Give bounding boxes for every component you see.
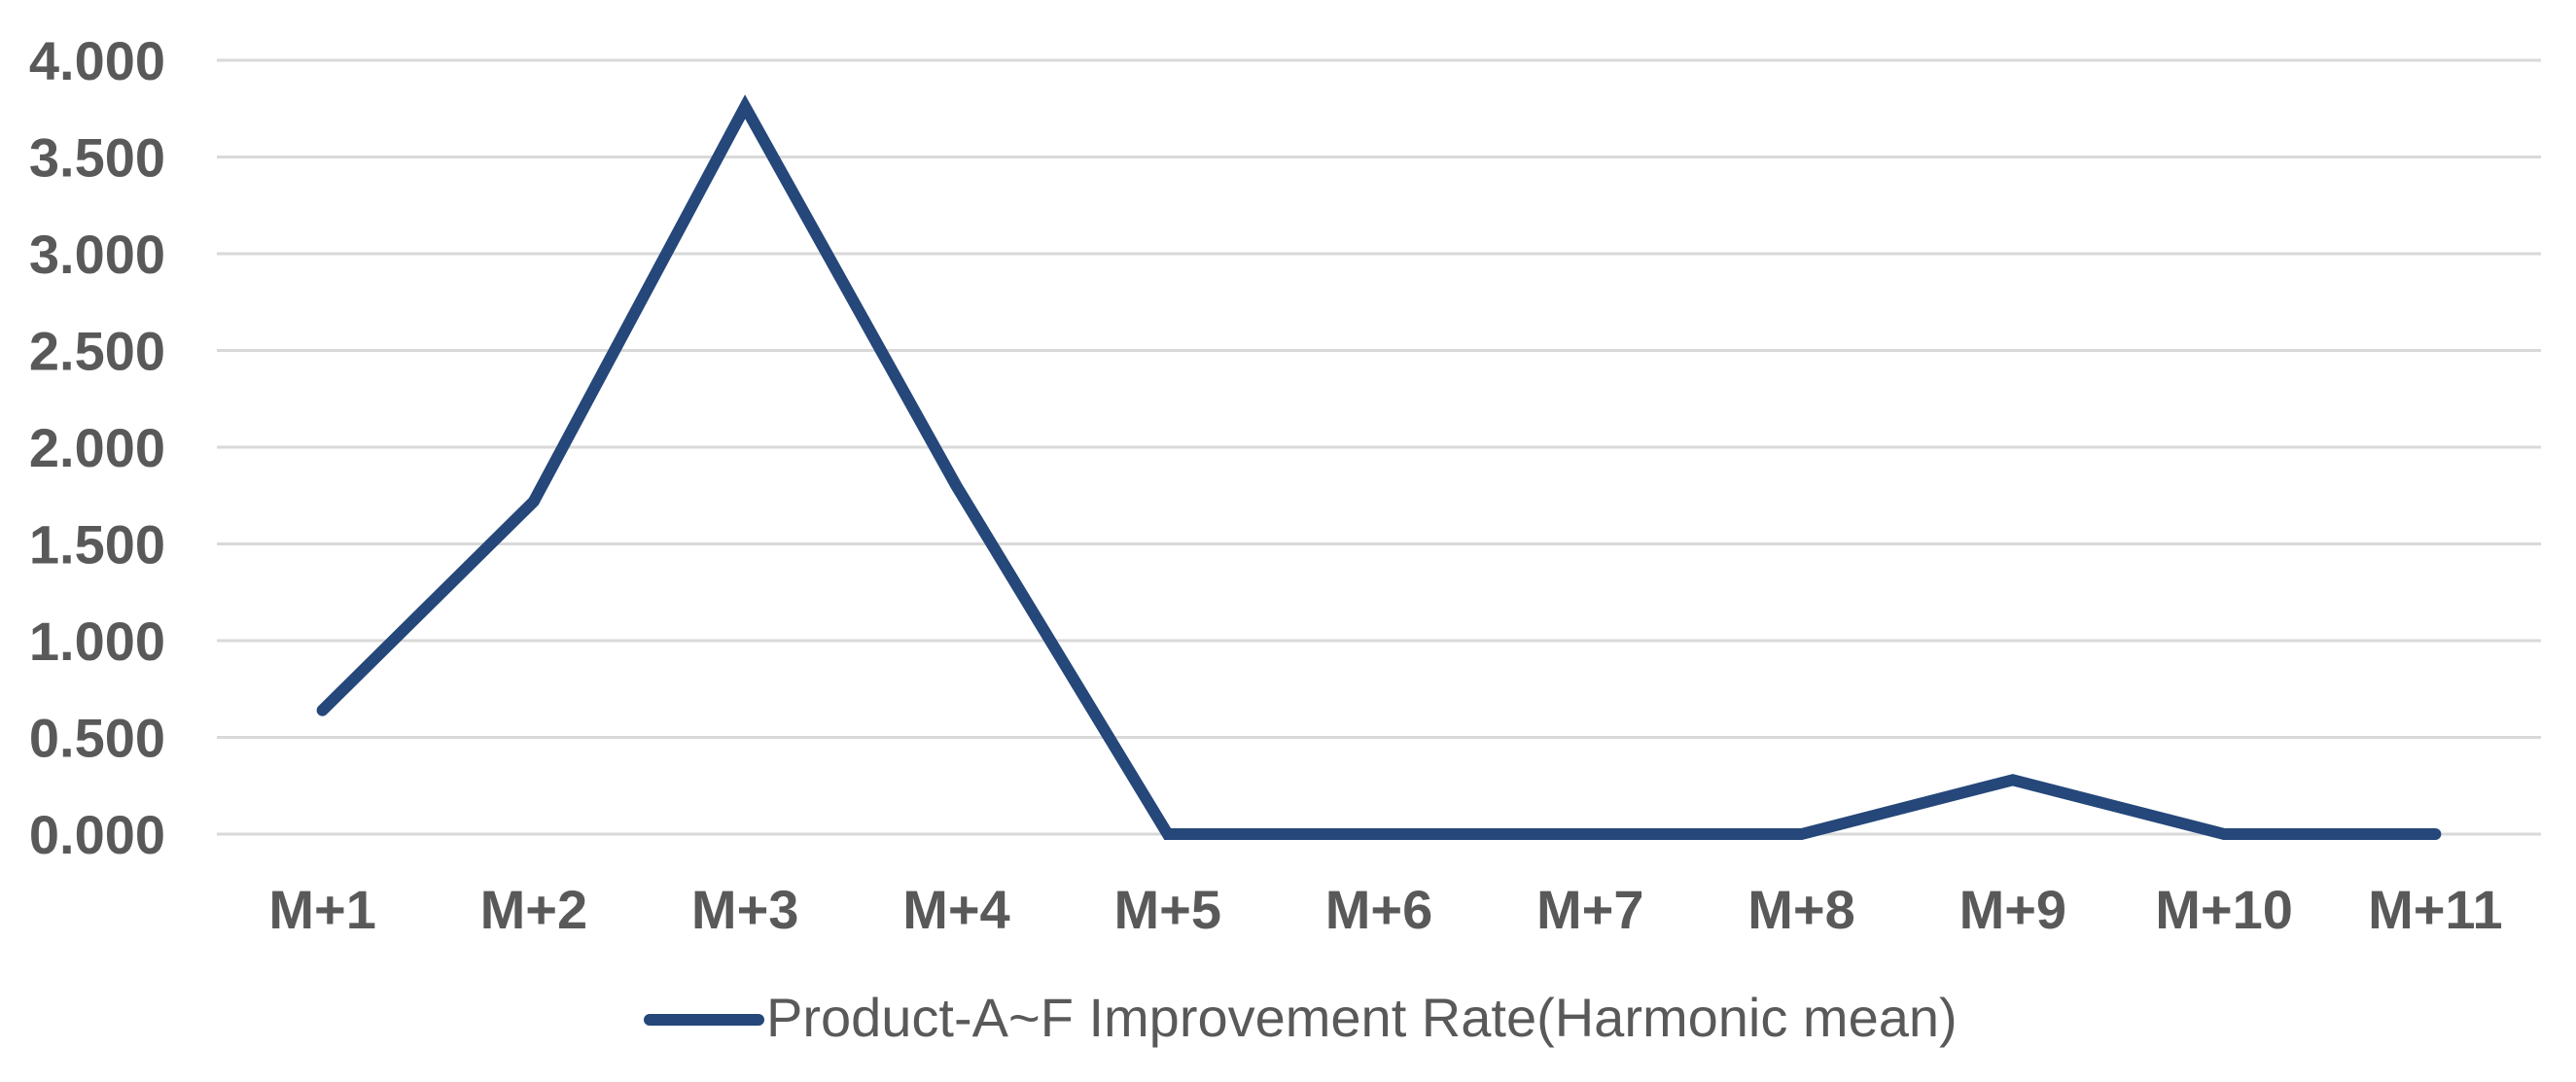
legend-label: Product-A~F Improvement Rate(Harmonic me… — [766, 987, 1958, 1048]
y-axis-tick-label: 1.500 — [29, 514, 165, 576]
y-axis-tick-label: 2.000 — [29, 417, 165, 478]
y-axis-tick-label: 4.000 — [29, 30, 165, 91]
y-axis-tick-label: 0.500 — [29, 708, 165, 769]
x-axis-tick-label: M+1 — [268, 879, 376, 940]
x-axis-tick-label: M+3 — [691, 879, 799, 940]
x-axis-tick-label: M+9 — [1959, 879, 2067, 940]
y-axis-tick-label: 1.000 — [29, 611, 165, 672]
x-axis-tick-label: M+11 — [2368, 879, 2503, 940]
x-axis-tick-label: M+6 — [1325, 879, 1433, 940]
y-axis-tick-labels-group: 4.000 3.500 3.000 2.500 2.000 1.500 1.000 0.500… — [29, 30, 165, 865]
x-axis-tick-labels-group: M+1 M+2 M+3 M+4 M+5 M+6 M+7 M+8 M+9 M+10 M+11 — [268, 879, 2502, 940]
x-axis-tick-label: M+4 — [902, 879, 1010, 940]
x-axis-tick-label: M+2 — [480, 879, 588, 940]
y-axis-tick-label: 3.000 — [29, 224, 165, 285]
series-line — [316, 94, 2442, 840]
x-axis-tick-label: M+7 — [1536, 879, 1644, 940]
x-axis-tick-label: M+5 — [1113, 879, 1221, 940]
x-axis-tick-label: M+8 — [1747, 879, 1855, 940]
y-axis-tick-label: 2.500 — [29, 321, 165, 382]
y-axis-tick-label: 0.000 — [29, 804, 165, 865]
y-axis-tick-label: 3.500 — [29, 127, 165, 189]
legend: Product-A~F Improvement Rate(Harmonic me… — [644, 987, 1958, 1048]
x-axis-tick-label: M+10 — [2155, 879, 2293, 940]
